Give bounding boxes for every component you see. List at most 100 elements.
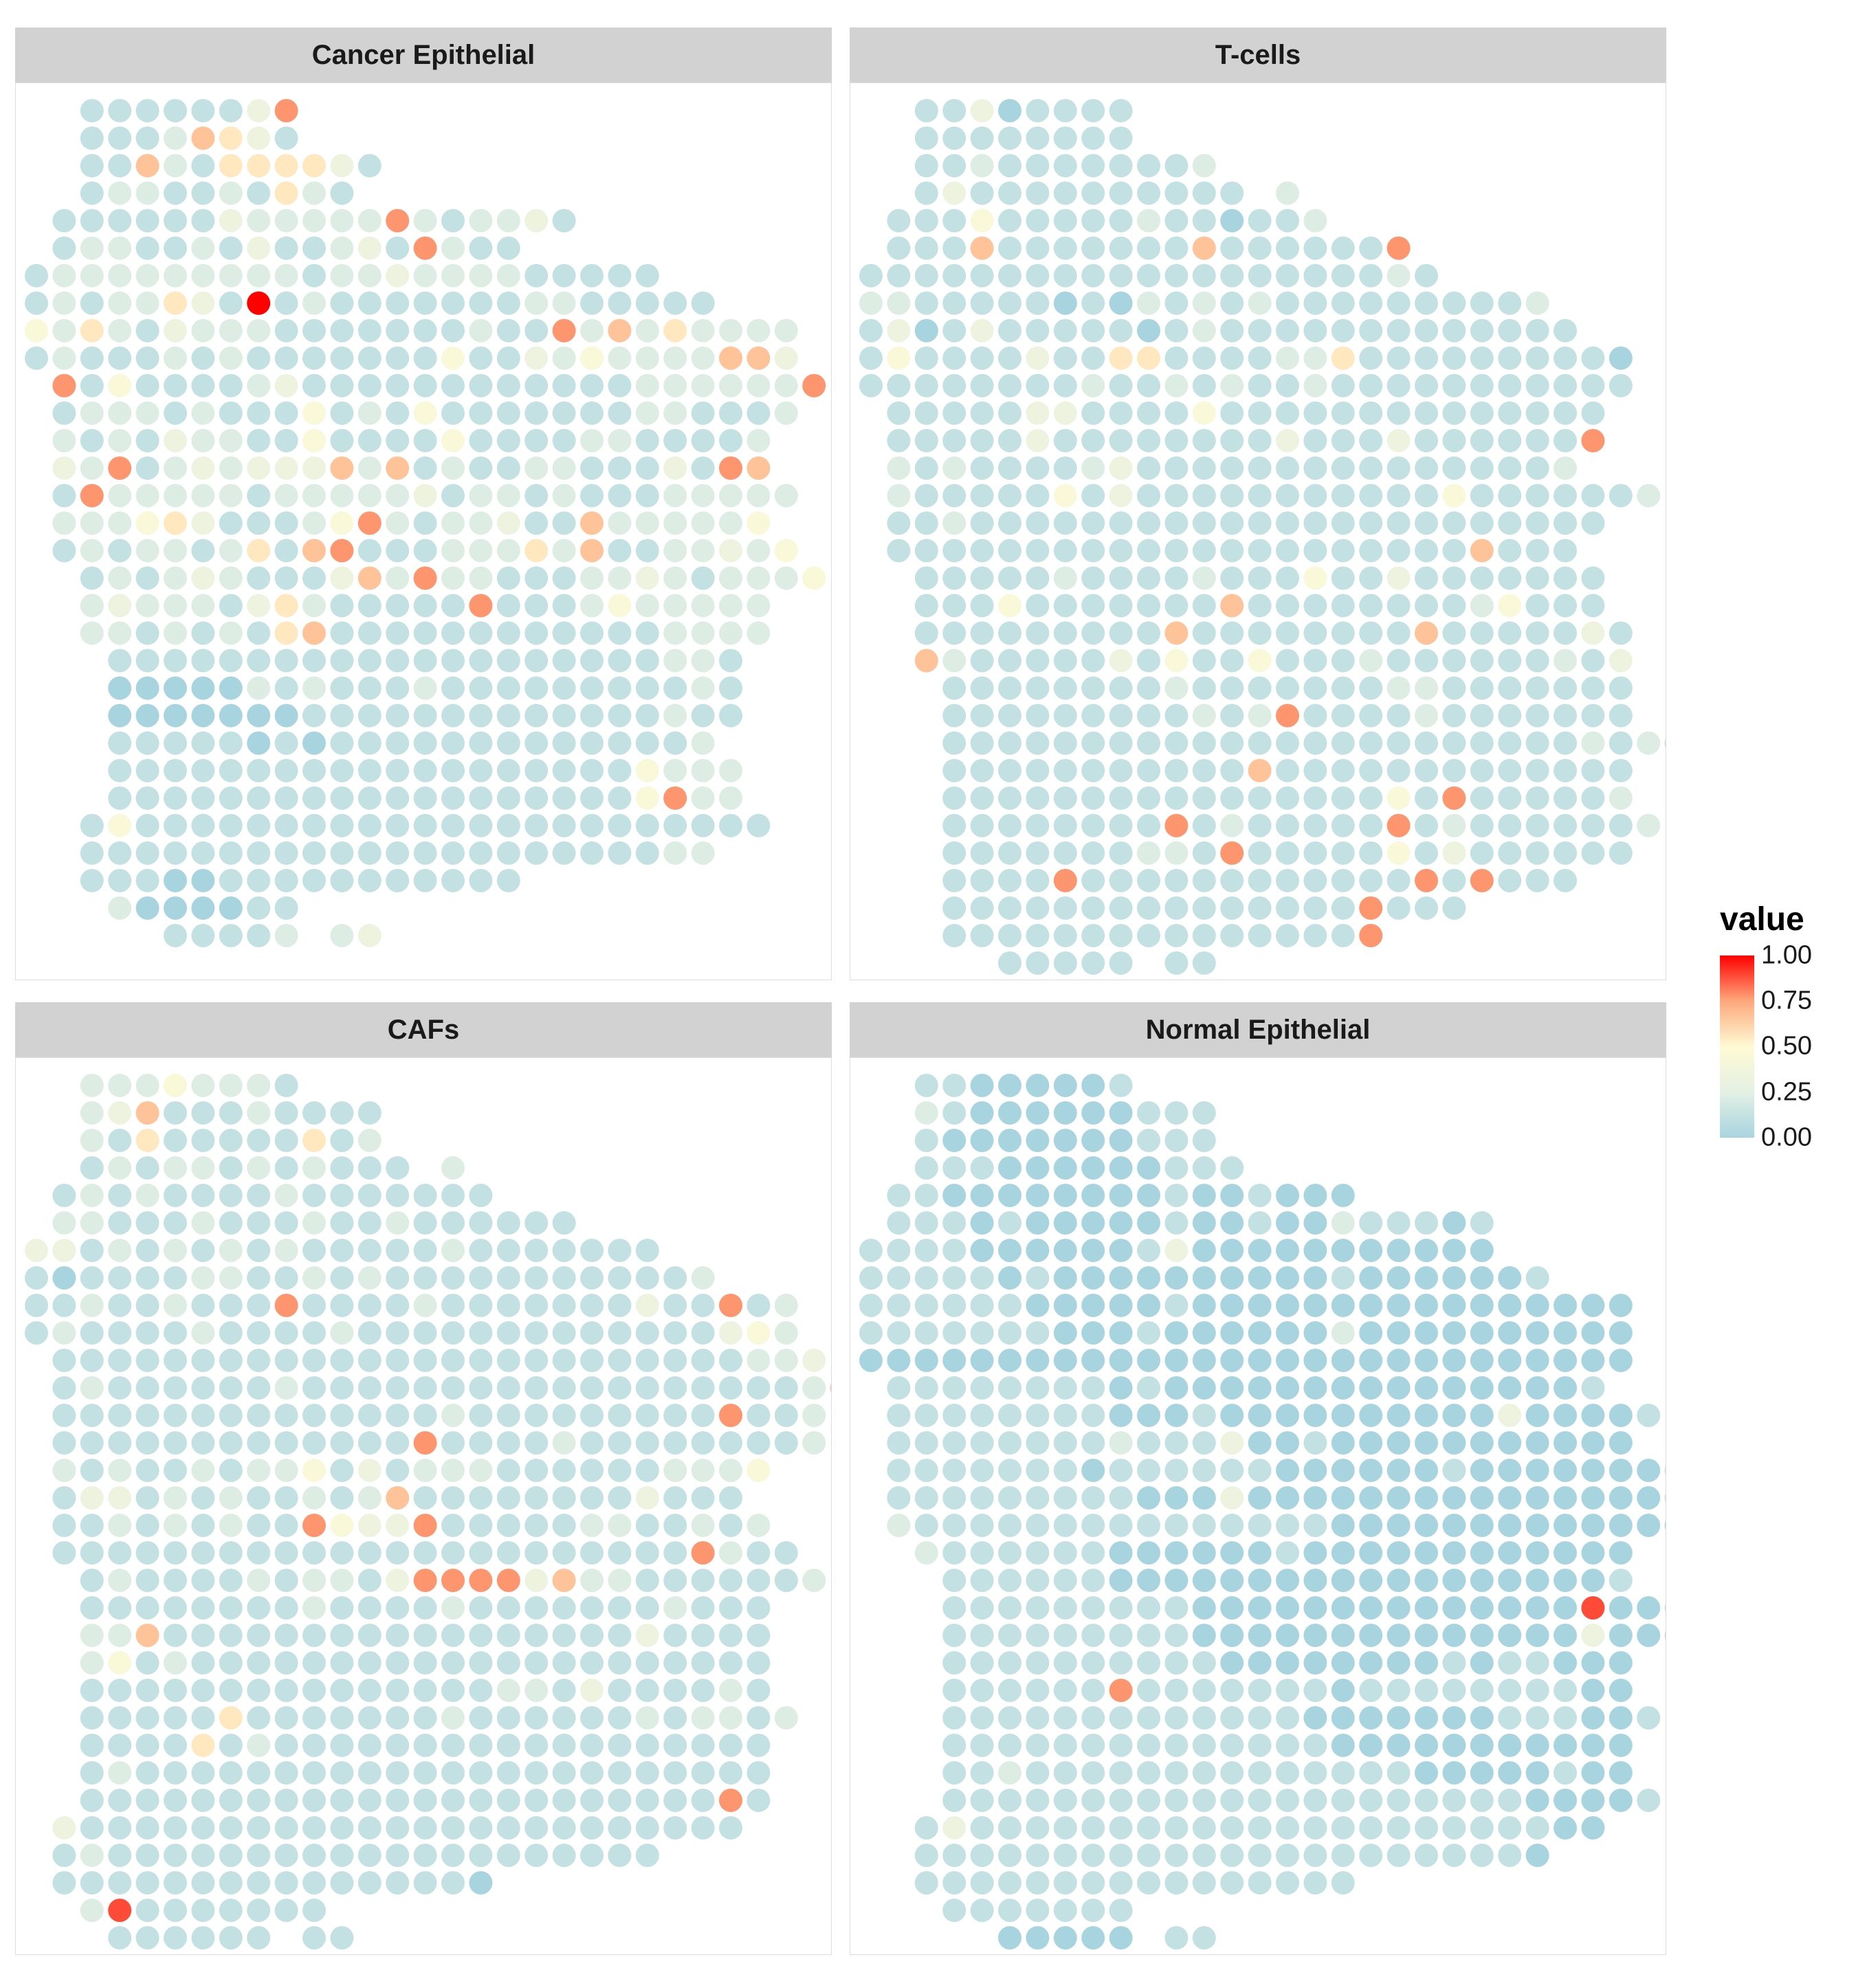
spot: [580, 704, 604, 727]
spot: [274, 1349, 298, 1372]
spot: [330, 704, 354, 727]
spot: [413, 786, 437, 810]
spot: [108, 1734, 132, 1757]
spot: [1581, 1706, 1605, 1730]
spot: [1581, 1404, 1605, 1427]
spot: [719, 484, 742, 507]
spot: [1109, 1074, 1133, 1097]
spot: [1442, 1404, 1466, 1427]
spot: [524, 1596, 549, 1620]
spot: [1415, 401, 1438, 425]
spot: [330, 1239, 354, 1262]
spot: [1109, 1349, 1133, 1372]
spot: [441, 264, 465, 287]
spot: [1081, 1514, 1105, 1537]
spot: [357, 1541, 382, 1565]
spot: [524, 456, 549, 480]
spot: [1442, 1789, 1466, 1812]
spot: [108, 511, 132, 535]
spot: [441, 1156, 465, 1180]
spot: [80, 1486, 104, 1510]
spot: [135, 1871, 159, 1895]
spot: [1415, 1679, 1438, 1702]
spot: [247, 374, 271, 397]
spot: [942, 621, 966, 645]
spot: [108, 1239, 132, 1262]
spot: [441, 209, 465, 232]
spot: [80, 621, 104, 645]
spot: [942, 1844, 966, 1867]
spot: [1081, 264, 1105, 287]
spot: [719, 1706, 742, 1730]
spot: [1303, 1349, 1327, 1372]
spot: [80, 1789, 104, 1812]
spot: [1248, 401, 1272, 425]
spot: [274, 346, 298, 370]
spot: [1248, 1541, 1272, 1565]
spot: [1137, 291, 1160, 315]
spot: [1415, 291, 1438, 315]
spot: [998, 731, 1021, 755]
spot: [774, 1404, 798, 1427]
spot: [970, 209, 994, 232]
spot: [1359, 704, 1383, 727]
spot: [1470, 1789, 1494, 1812]
spot: [441, 1514, 465, 1537]
spot: [219, 1844, 243, 1867]
spot: [496, 1679, 520, 1702]
spot: [52, 1349, 76, 1372]
spot: [1248, 264, 1272, 287]
spot: [80, 264, 104, 287]
spot: [413, 1596, 437, 1620]
spot: [1637, 814, 1661, 837]
spot: [1498, 1294, 1522, 1317]
spot: [357, 621, 382, 645]
spot: [1137, 264, 1160, 287]
spot: [302, 759, 326, 782]
spot: [1248, 621, 1272, 645]
spot: [1303, 759, 1327, 782]
spot: [247, 401, 271, 425]
spot: [1415, 704, 1438, 727]
spot: [1470, 1844, 1494, 1867]
spot: [413, 814, 437, 837]
spot: [135, 896, 159, 920]
spot: [1387, 1541, 1411, 1565]
spot: [247, 1376, 271, 1400]
spot: [635, 456, 659, 480]
spot: [164, 1431, 187, 1455]
spot: [1415, 346, 1438, 370]
spot: [357, 1184, 382, 1207]
spot: [635, 1376, 659, 1400]
spot: [1387, 1679, 1411, 1702]
spot: [330, 1844, 354, 1867]
spot: [580, 1321, 604, 1345]
spot: [164, 319, 187, 342]
spot: [1026, 1459, 1050, 1482]
spot: [859, 264, 883, 287]
spot: [859, 1266, 883, 1290]
spot: [1109, 1899, 1133, 1922]
spot: [1053, 1404, 1077, 1427]
spot: [1581, 676, 1605, 700]
spot: [1525, 1706, 1549, 1730]
spot: [274, 1651, 298, 1675]
legend-title: value: [1720, 901, 1804, 938]
spot: [1331, 759, 1355, 782]
spot: [970, 181, 994, 205]
spot: [1609, 1486, 1633, 1510]
spot: [1081, 924, 1105, 947]
spot: [1109, 649, 1133, 672]
spot: [1192, 1294, 1216, 1317]
spot: [942, 374, 966, 397]
spot: [1109, 1706, 1133, 1730]
spot: [1026, 1926, 1050, 1950]
spot: [580, 1679, 604, 1702]
spot: [1081, 621, 1105, 645]
spot: [580, 1349, 604, 1372]
spot: [164, 1184, 187, 1207]
spot: [247, 1156, 271, 1180]
spot: [219, 154, 243, 177]
spot: [1442, 1624, 1466, 1647]
spot: [1331, 1376, 1355, 1400]
